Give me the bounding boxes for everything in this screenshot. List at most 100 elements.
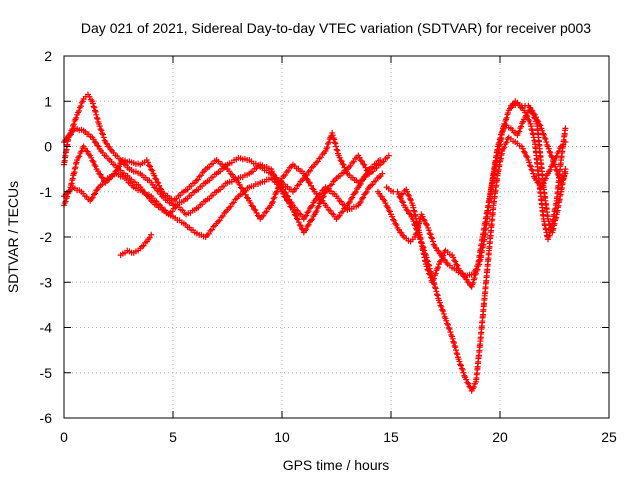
data-point <box>406 192 413 199</box>
data-point <box>282 194 289 201</box>
data-point <box>464 279 471 286</box>
data-point <box>243 194 250 201</box>
data-point <box>356 200 363 207</box>
data-point <box>304 223 311 230</box>
data-point <box>405 191 412 198</box>
data-point <box>305 221 312 228</box>
data-point <box>89 157 96 164</box>
data-point <box>438 303 445 310</box>
data-point <box>403 206 410 213</box>
data-point <box>429 235 436 242</box>
data-point <box>432 270 439 277</box>
data-point <box>325 139 332 146</box>
data-point <box>501 144 508 151</box>
data-point <box>268 200 275 207</box>
x-axis-title: GPS time / hours <box>283 457 390 473</box>
data-point <box>117 160 124 167</box>
data-point <box>315 203 322 210</box>
data-point <box>89 194 96 201</box>
data-point <box>435 264 442 271</box>
data-point <box>541 134 548 141</box>
data-point <box>270 170 277 177</box>
data-point <box>540 131 547 138</box>
data-point <box>93 139 100 146</box>
data-point <box>407 197 414 204</box>
data-point <box>458 365 465 372</box>
data-point <box>470 279 477 286</box>
data-point <box>287 203 294 210</box>
data-point <box>302 227 309 234</box>
data-point <box>433 288 440 295</box>
data-point <box>295 219 302 226</box>
data-point <box>526 162 533 169</box>
data-point <box>283 197 290 204</box>
data-point <box>273 175 280 182</box>
data-point <box>358 195 365 202</box>
data-point <box>96 170 103 177</box>
data-point <box>440 310 447 317</box>
data-point <box>385 207 392 214</box>
data-point <box>99 130 106 137</box>
data-point <box>313 207 320 214</box>
data-point <box>346 199 353 206</box>
data-point <box>434 247 441 254</box>
data-point <box>75 108 82 114</box>
y-tick-label: -2 <box>40 229 53 245</box>
x-tick-label: 0 <box>60 429 68 445</box>
data-point <box>88 195 95 202</box>
data-point <box>398 198 405 205</box>
data-point <box>333 146 340 153</box>
data-point <box>528 166 535 173</box>
data-point <box>429 238 436 245</box>
data-point <box>447 329 454 336</box>
data-point <box>331 136 338 143</box>
data-point <box>422 220 429 227</box>
data-point <box>530 170 537 177</box>
data-point <box>281 193 288 200</box>
data-point <box>83 147 90 154</box>
data-point <box>302 213 309 220</box>
data-point <box>95 143 102 150</box>
data-point <box>340 161 347 168</box>
data-point <box>444 321 451 328</box>
data-point <box>269 168 276 175</box>
data-point <box>270 195 277 202</box>
data-point <box>69 128 76 135</box>
data-point <box>543 138 550 145</box>
data-point <box>431 275 438 282</box>
data-point <box>98 174 105 181</box>
data-point <box>450 338 457 345</box>
data-point <box>93 111 100 118</box>
data-point <box>293 215 300 222</box>
data-point <box>253 209 260 216</box>
data-point <box>452 344 459 351</box>
data-point <box>304 209 311 216</box>
data-point <box>530 111 537 118</box>
data-point <box>432 285 439 292</box>
data-point <box>156 182 163 189</box>
data-point <box>503 114 510 121</box>
data-point <box>154 179 161 186</box>
y-tick-label: 1 <box>44 93 52 109</box>
data-point <box>348 195 355 202</box>
data-point <box>88 154 95 161</box>
data-point <box>454 262 461 269</box>
data-point <box>314 204 321 211</box>
data-point <box>93 114 100 121</box>
data-point <box>275 181 282 188</box>
data-point <box>445 324 452 331</box>
data-point <box>324 144 331 151</box>
data-point <box>153 176 160 183</box>
data-point <box>503 139 510 146</box>
data-point <box>254 212 261 219</box>
data-point <box>308 217 315 224</box>
data-point <box>252 207 259 214</box>
data-point <box>308 182 315 189</box>
data-point <box>269 198 276 205</box>
data-point <box>440 252 447 259</box>
data-point <box>94 142 101 149</box>
data-point <box>303 226 310 233</box>
data-point <box>419 213 426 220</box>
data-point <box>402 204 409 211</box>
data-point <box>92 108 99 115</box>
